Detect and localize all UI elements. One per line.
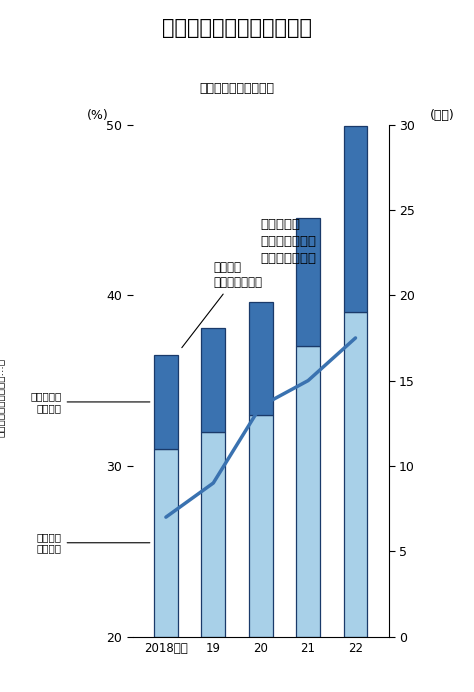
Bar	[201, 432, 225, 637]
Bar	[201, 328, 225, 432]
Bar	[154, 355, 178, 449]
Text: している
児童生徒: している 児童生徒	[36, 532, 150, 554]
Bar	[296, 347, 320, 637]
Text: (%): (%)	[87, 109, 109, 122]
Text: 専門機関に
相談していない
小中学生の割合: 専門機関に 相談していない 小中学生の割合	[261, 219, 317, 266]
Bar	[249, 302, 273, 415]
Text: 増加する不登校の児童生徒: 増加する不登校の児童生徒	[162, 18, 312, 37]
Text: 「専門機関への相談を…」: 「専門機関への相談を…」	[0, 358, 5, 437]
Bar	[154, 449, 178, 637]
Text: していない
児童生徒: していない 児童生徒	[30, 391, 150, 412]
Text: 文部科学省の調査から: 文部科学省の調査から	[200, 82, 274, 95]
Bar	[296, 219, 320, 347]
Text: 不登校の
小中学生の人数: 不登校の 小中学生の人数	[182, 261, 262, 347]
Bar	[344, 312, 367, 637]
Text: (万人): (万人)	[429, 109, 455, 122]
Bar	[249, 415, 273, 637]
Bar	[344, 126, 367, 312]
